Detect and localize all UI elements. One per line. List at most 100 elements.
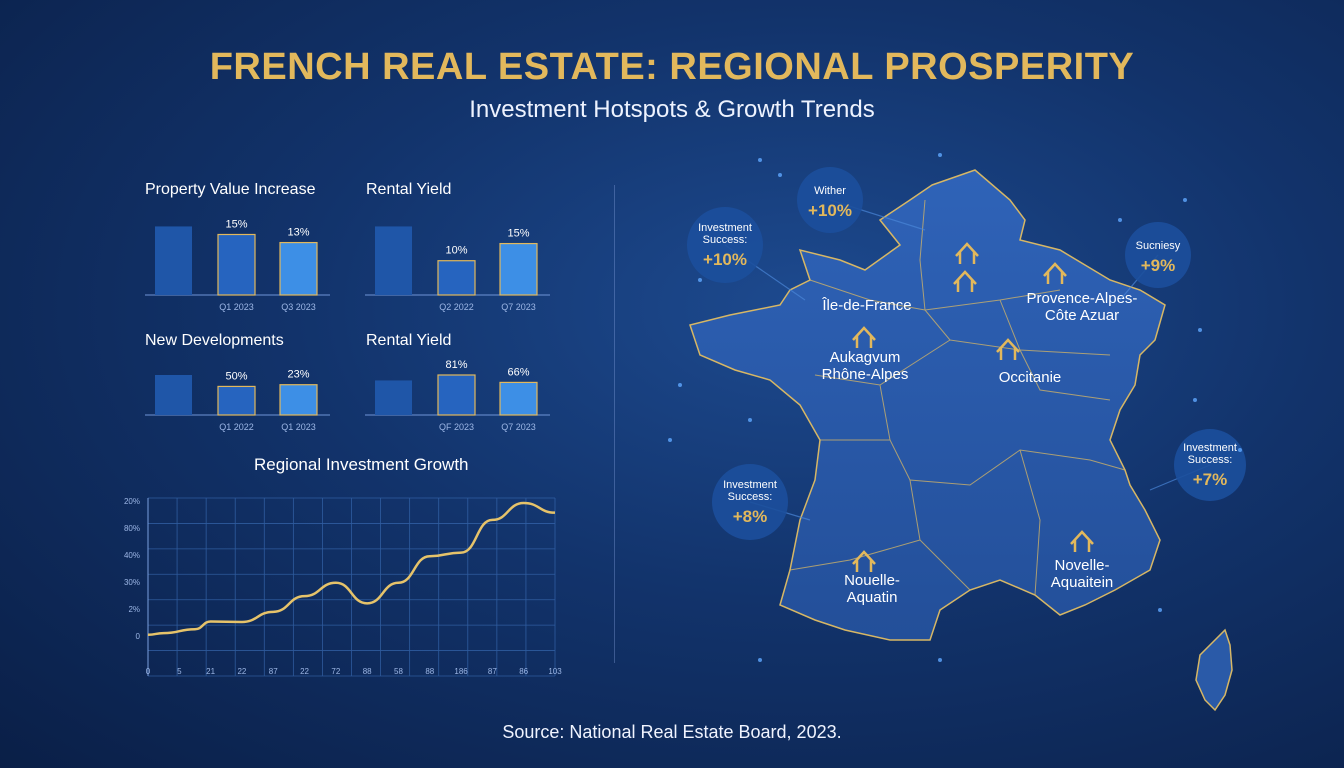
bar	[279, 241, 318, 296]
bar	[437, 260, 476, 296]
callout-value: +9%	[1141, 256, 1176, 275]
x-tick-label: 22	[237, 667, 246, 676]
glow-dot	[1183, 198, 1187, 202]
x-tick-label: 87	[269, 667, 278, 676]
x-tick-label: 72	[331, 667, 340, 676]
x-tick-label: 86	[519, 667, 528, 676]
bar-chart-rental-yield-1: 10% Q2 2022 15% Q7 2023	[365, 226, 550, 312]
y-tick-label: 80%	[124, 524, 140, 533]
y-tick-label: 20%	[124, 497, 140, 506]
grid	[147, 497, 556, 677]
callout-label: Investment Success:	[698, 222, 752, 246]
source-note: Source: National Real Estate Board, 2023…	[502, 722, 842, 742]
x-tick-label: 0	[146, 667, 151, 676]
chart-title-new-developments: New Developments	[145, 332, 284, 349]
glow-dot	[698, 278, 702, 282]
region-label: Provence-Alpes-Côte Azuar	[1027, 290, 1138, 324]
callout-bubble	[1125, 222, 1191, 288]
x-tick-label: 88	[363, 667, 372, 676]
glow-dot	[1198, 328, 1202, 332]
x-tick-label: 5	[177, 667, 182, 676]
glow-dot	[678, 383, 682, 387]
callout-value: +7%	[1193, 470, 1228, 489]
callout-label: Wither	[814, 185, 846, 197]
bar-value-label: 15%	[225, 218, 247, 230]
callout-value: +10%	[703, 250, 747, 269]
callout-bubble	[687, 207, 763, 283]
region-borders	[789, 199, 1126, 596]
glow-dot	[938, 658, 942, 662]
y-tick-label: 2%	[128, 605, 140, 614]
x-tick-label: 58	[394, 667, 403, 676]
glow-dot	[668, 438, 672, 442]
house-icon	[955, 242, 979, 264]
bar	[437, 374, 476, 416]
bar-chart-new-developments: 50% Q1 2022 23% Q1 2023	[145, 369, 330, 432]
bar-category-label: Q1 2023	[219, 302, 254, 312]
y-tick-label: 30%	[124, 578, 140, 587]
bar	[499, 381, 538, 416]
series-line	[147, 501, 556, 637]
callout-bubble	[797, 167, 863, 233]
region-label: Île-de-France	[821, 297, 911, 314]
callout-value: +8%	[733, 507, 768, 526]
bar-category-label: Q2 2022	[439, 302, 474, 312]
callout-label: Sucniesy	[1136, 240, 1181, 252]
bar	[279, 384, 318, 416]
bar	[217, 385, 256, 416]
glow-dot	[778, 173, 782, 177]
chart-title-regional-growth: Regional Investment Growth	[254, 455, 469, 474]
house-icon	[1043, 262, 1067, 284]
bar-value-label: 10%	[445, 245, 467, 257]
france-map: Île-de-France Aukagvum Rhône-Alpes Provence…	[668, 153, 1246, 712]
house-icons	[852, 242, 1094, 572]
glow-dot	[938, 153, 942, 157]
bar-category-label: Q7 2023	[501, 422, 536, 432]
bar-value-label: 66%	[507, 366, 529, 378]
callout-bubble	[1174, 429, 1246, 501]
bar	[375, 226, 412, 295]
glow-dot	[1158, 608, 1162, 612]
y-tick-label: 0	[136, 632, 141, 641]
bar-chart-rental-yield-2: 81% QF 2023 66% Q7 2023	[365, 359, 550, 432]
line-chart-regional-growth: 0 2% 30% 40% 80% 20% 0 5 21 22 87 22 72 88 58 88 186 87 86…	[124, 497, 562, 677]
bar	[217, 233, 256, 296]
house-icon	[852, 550, 876, 572]
house-icon	[953, 270, 977, 292]
bar	[375, 380, 412, 415]
region-label: Novelle-Aquaitein	[1051, 557, 1114, 591]
glow-dot	[1193, 398, 1197, 402]
bar	[155, 226, 192, 295]
x-tick-label: 186	[454, 667, 468, 676]
x-tick-label: 22	[300, 667, 309, 676]
glow-dot	[748, 418, 752, 422]
bar-category-label: Q1 2022	[219, 422, 254, 432]
bar-category-label: Q3 2023	[281, 302, 316, 312]
callout-label: Investment Success:	[723, 479, 777, 503]
page-subtitle: Investment Hotspots & Growth Trends	[469, 96, 875, 123]
bar-category-label: Q1 2023	[281, 422, 316, 432]
glow-dot	[758, 158, 762, 162]
chart-title-rental-yield-2: Rental Yield	[366, 332, 452, 349]
page-title: FRENCH REAL ESTATE: REGIONAL PROSPERITY	[209, 46, 1135, 88]
bar-value-label: 15%	[507, 228, 529, 240]
france-outline	[689, 169, 1166, 641]
chart-title-property-value: Property Value Increase	[145, 181, 316, 198]
glow-dot	[758, 658, 762, 662]
callout-value: +10%	[808, 201, 852, 220]
bar-value-label: 81%	[445, 359, 467, 371]
house-icon	[852, 326, 876, 348]
callout-bubble	[712, 464, 788, 540]
region-label: Occitanie	[999, 369, 1062, 386]
bar-chart-property-value: 15% Q1 2023 13% Q3 2023	[145, 218, 330, 312]
bar-value-label: 13%	[287, 227, 309, 239]
callout-label: Investment Success:	[1183, 442, 1237, 466]
glow-dot	[1238, 448, 1242, 452]
bar	[155, 375, 192, 415]
bar-value-label: 23%	[287, 369, 309, 381]
bar	[499, 242, 538, 296]
corsica-outline	[1195, 628, 1233, 712]
region-label: Aukagvum Rhône-Alpes	[822, 349, 909, 383]
y-tick-label: 40%	[124, 551, 140, 560]
x-tick-label: 88	[425, 667, 434, 676]
